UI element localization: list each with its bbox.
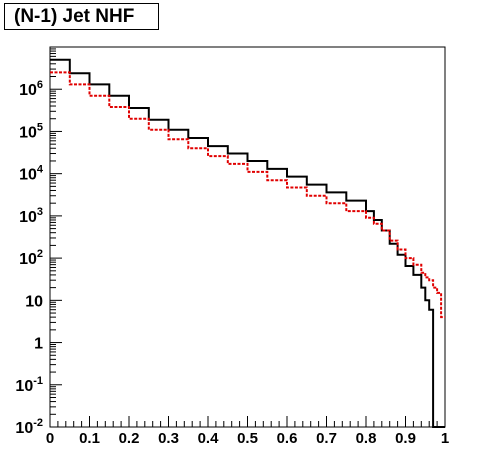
x-tick-label: 0.3: [158, 430, 179, 447]
x-tick-label: 1: [441, 430, 449, 447]
chart-title: (N-1) Jet NHF: [4, 3, 159, 30]
x-tick-label: 0.9: [395, 430, 416, 447]
series-layer: [50, 58, 445, 428]
x-tick-label: 0.1: [79, 430, 100, 447]
series-line-1: [50, 58, 445, 428]
minor-ticks: [50, 48, 438, 427]
x-tick-label: 0.4: [198, 430, 220, 447]
plot-frame: [49, 46, 446, 428]
y-tick-label: 103: [19, 206, 43, 226]
tick-labels: 0 0.1 0.2 0.3 0.4 0.5 0.6 0.7 0.8 0.9 1 10-2 10-1 1 10…: [15, 79, 449, 447]
x-tick-label: 0.8: [356, 430, 377, 447]
x-tick-label: 0.2: [119, 430, 140, 447]
x-tick-label: 0.7: [316, 430, 337, 447]
y-tick-label: 106: [19, 79, 43, 99]
y-tick-label: 10-2: [15, 417, 43, 437]
series-line-2: [50, 71, 445, 319]
major-ticks: [49, 88, 446, 428]
y-tick-label: 102: [19, 248, 43, 268]
y-tick-label: 10: [25, 293, 43, 310]
y-tick-label: 1: [34, 336, 43, 353]
y-tick-label: 104: [19, 164, 44, 184]
x-tick-label: 0.5: [237, 430, 258, 447]
x-tick-label: 0: [46, 430, 54, 447]
x-tick-label: 0.6: [277, 430, 298, 447]
y-tick-label: 105: [19, 121, 43, 141]
y-tick-label: 10-1: [15, 375, 43, 395]
